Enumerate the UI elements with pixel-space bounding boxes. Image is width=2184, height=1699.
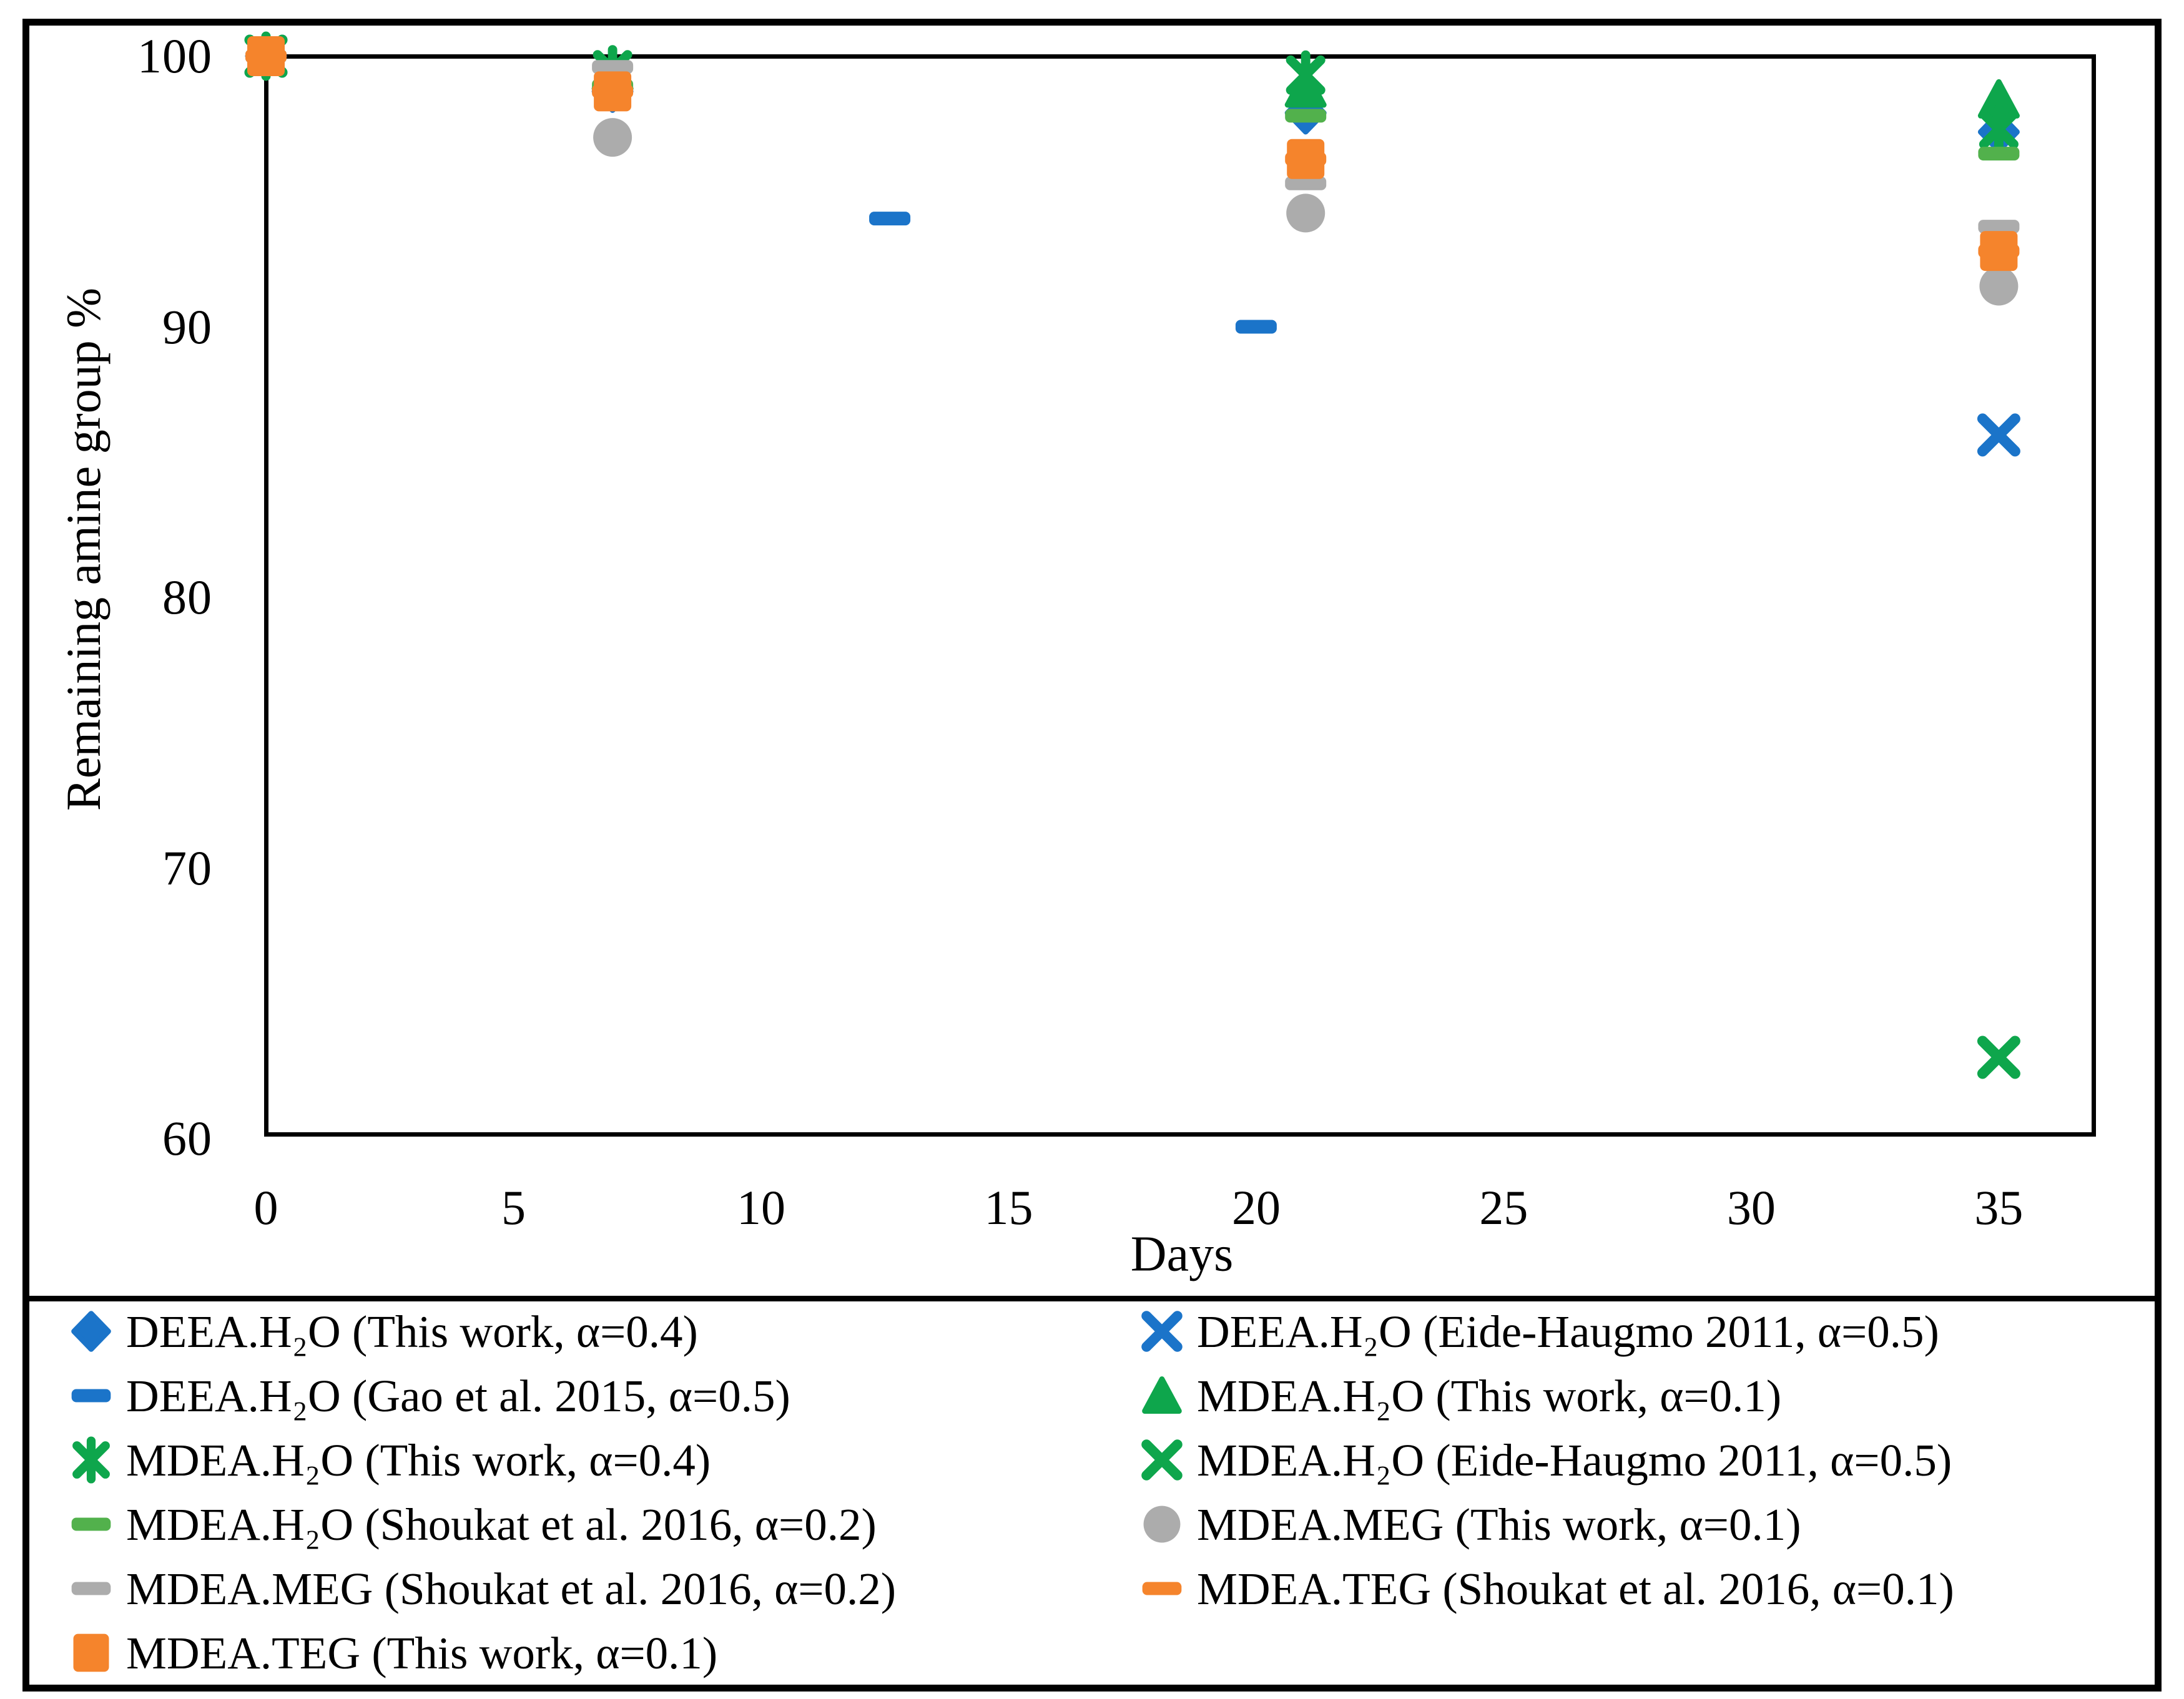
x-tick-label: 30 (1726, 1180, 1776, 1235)
x-tick-label: 5 (501, 1180, 526, 1235)
legend-marker-triangle-icon (1142, 1376, 1182, 1414)
legend-item: MDEA.H₂O (This work, α=0.1) (1133, 1364, 1781, 1427)
legend-item-label: MDEA.MEG (This work, α=0.1) (1197, 1499, 1801, 1550)
legend-item-label: DEEA.H₂O (Gao et al. 2015, α=0.5) (126, 1370, 790, 1421)
legend-marker-dash-icon (71, 1517, 111, 1531)
legend-item-label: DEEA.H₂O (Eide-Haugmo 2011, α=0.5) (1197, 1306, 1939, 1357)
figure-border (22, 19, 2162, 1692)
y-tick-label: 100 (137, 29, 212, 83)
y-tick-label: 70 (162, 840, 212, 895)
legend-marker-dash-icon (71, 1582, 111, 1595)
legend-marker-diamond-icon (71, 1311, 111, 1352)
x-tick-label: 20 (1231, 1180, 1281, 1235)
legend-separator-line (22, 1296, 2162, 1301)
y-tick-label: 60 (162, 1111, 212, 1165)
legend-item: DEEA.H₂O (This work, α=0.4) (62, 1300, 698, 1363)
legend-item: MDEA.TEG (This work, α=0.1) (62, 1621, 717, 1685)
legend-item-label: MDEA.H₂O (This work, α=0.4) (126, 1434, 711, 1486)
legend-item-label: MDEA.H₂O (Eide-Haugmo 2011, α=0.5) (1197, 1434, 1952, 1486)
legend-item-label: MDEA.TEG (This work, α=0.1) (126, 1627, 718, 1678)
legend-item: MDEA.MEG (Shoukat et al. 2016, α=0.2) (62, 1557, 896, 1620)
x-tick-label: 35 (1974, 1180, 2024, 1235)
legend-item: MDEA.TEG (Shoukat et al. 2016, α=0.1) (1133, 1557, 1954, 1620)
legend-item: DEEA.H₂O (Eide-Haugmo 2011, α=0.5) (1133, 1300, 1939, 1363)
y-axis-title: Remaining amine group % (56, 287, 111, 811)
legend-marker-dash-icon (1142, 1582, 1182, 1595)
legend-item: MDEA.H₂O (This work, α=0.4) (62, 1428, 711, 1492)
legend-item-label: MDEA.TEG (Shoukat et al. 2016, α=0.1) (1197, 1563, 1954, 1614)
legend-marker-x-icon (1141, 1311, 1183, 1352)
legend-marker-dash-icon (71, 1389, 111, 1403)
x-tick-label: 10 (736, 1180, 785, 1235)
legend-item: MDEA.H₂O (Shoukat et al. 2016, α=0.2) (62, 1492, 877, 1556)
y-tick-label: 80 (162, 570, 212, 624)
legend-item: MDEA.H₂O (Eide-Haugmo 2011, α=0.5) (1133, 1428, 1952, 1492)
y-tick-label: 90 (162, 299, 212, 354)
legend-marker-x-icon (1141, 1439, 1183, 1481)
x-tick-label: 25 (1479, 1180, 1528, 1235)
x-tick-label: 0 (253, 1180, 278, 1235)
legend-marker-star-icon (72, 1436, 110, 1484)
legend-item-label: MDEA.MEG (Shoukat et al. 2016, α=0.2) (126, 1563, 897, 1614)
legend-item-label: DEEA.H₂O (This work, α=0.4) (126, 1306, 698, 1357)
legend-marker-square-icon (73, 1633, 109, 1672)
legend-item-label: MDEA.H₂O (This work, α=0.1) (1197, 1370, 1782, 1421)
x-axis-title: Days (1130, 1227, 1234, 1282)
legend-item: MDEA.MEG (This work, α=0.1) (1133, 1492, 1801, 1556)
plot-area (264, 54, 2096, 1137)
legend-marker-circle-icon (1143, 1506, 1181, 1543)
x-tick-label: 15 (984, 1180, 1033, 1235)
legend-item: DEEA.H₂O (Gao et al. 2015, α=0.5) (62, 1364, 790, 1427)
legend-item-label: MDEA.H₂O (Shoukat et al. 2016, α=0.2) (126, 1499, 877, 1550)
